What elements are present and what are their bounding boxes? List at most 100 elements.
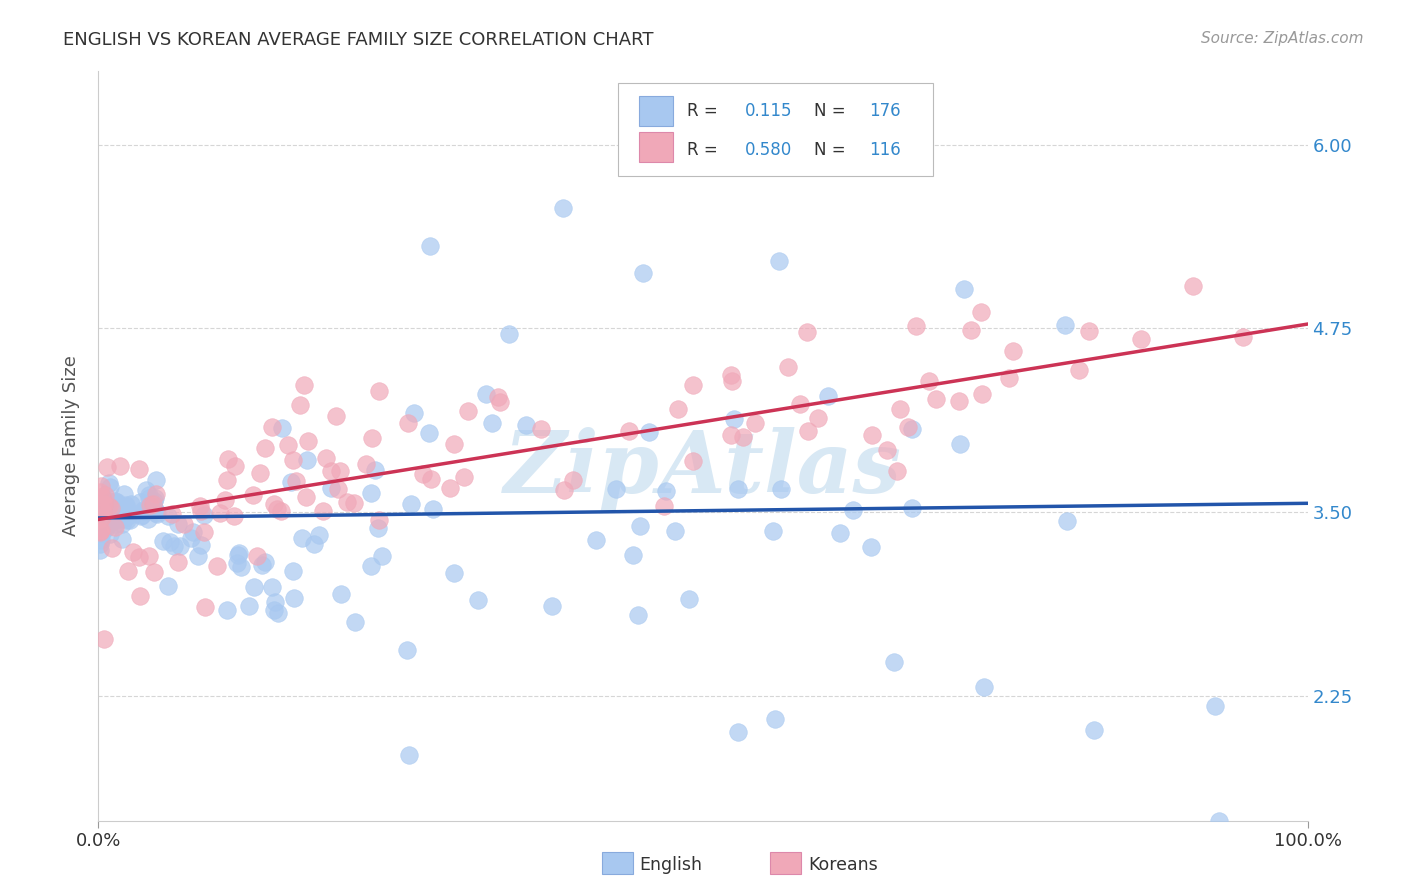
- Point: [89, 509, 111, 524]
- Point: [159, 535, 181, 549]
- Point: [136, 512, 159, 526]
- Point: [89, 501, 111, 516]
- Point: [889, 401, 911, 416]
- Point: [270, 504, 292, 518]
- Point: [107, 511, 129, 525]
- Point: [183, 524, 205, 539]
- Point: [292, 378, 315, 392]
- Point: [1053, 318, 1076, 333]
- Point: [281, 564, 304, 578]
- Point: [498, 326, 520, 341]
- Point: [111, 517, 134, 532]
- Point: [807, 411, 830, 425]
- Point: [562, 473, 585, 487]
- Point: [111, 508, 134, 523]
- Point: [605, 483, 627, 497]
- Point: [325, 409, 347, 424]
- Point: [93, 632, 115, 647]
- Point: [90, 498, 112, 512]
- Point: [98, 475, 121, 490]
- Point: [169, 539, 191, 553]
- Point: [145, 507, 167, 521]
- Point: [89, 508, 111, 523]
- Point: [308, 527, 330, 541]
- Point: [94, 506, 117, 520]
- Point: [111, 532, 134, 546]
- Point: [1001, 343, 1024, 358]
- Point: [103, 494, 125, 508]
- Point: [91, 525, 114, 540]
- Point: [727, 482, 749, 496]
- Point: [190, 504, 212, 518]
- Point: [89, 518, 111, 533]
- Point: [193, 524, 215, 539]
- Point: [628, 519, 651, 533]
- Point: [228, 546, 250, 560]
- Point: [110, 512, 132, 526]
- Point: [329, 587, 352, 601]
- Point: [291, 531, 314, 545]
- Text: Source: ZipAtlas.com: Source: ZipAtlas.com: [1201, 31, 1364, 46]
- Text: R =: R =: [688, 102, 723, 120]
- Point: [98, 496, 121, 510]
- Point: [249, 467, 271, 481]
- Point: [104, 508, 127, 523]
- Point: [271, 421, 294, 435]
- Point: [1083, 723, 1105, 738]
- Point: [328, 482, 350, 496]
- Point: [89, 516, 111, 530]
- Point: [368, 384, 391, 399]
- Point: [312, 504, 335, 518]
- Point: [190, 538, 212, 552]
- Point: [486, 390, 509, 404]
- Point: [115, 513, 138, 527]
- Point: [329, 464, 352, 478]
- Point: [105, 495, 128, 509]
- Point: [720, 427, 742, 442]
- Point: [217, 452, 239, 467]
- Point: [101, 515, 124, 529]
- Text: English: English: [640, 856, 703, 874]
- Text: ZipAtlas: ZipAtlas: [503, 426, 903, 510]
- Point: [627, 607, 650, 622]
- Point: [900, 422, 922, 436]
- Point: [709, 150, 731, 164]
- Point: [145, 473, 167, 487]
- Point: [89, 524, 111, 538]
- Point: [101, 497, 124, 511]
- Point: [253, 555, 276, 569]
- Point: [98, 526, 121, 541]
- Point: [302, 537, 325, 551]
- Point: [115, 500, 138, 514]
- Point: [420, 472, 443, 486]
- Point: [89, 484, 111, 499]
- Point: [145, 487, 167, 501]
- Point: [160, 507, 183, 521]
- Point: [488, 395, 510, 409]
- Point: [90, 504, 112, 518]
- Point: [114, 501, 136, 516]
- Y-axis label: Average Family Size: Average Family Size: [62, 356, 80, 536]
- Point: [229, 560, 252, 574]
- Point: [541, 599, 564, 614]
- Text: 116: 116: [869, 141, 900, 159]
- Point: [152, 533, 174, 548]
- Point: [91, 495, 114, 509]
- Point: [89, 509, 111, 524]
- Point: [368, 513, 391, 527]
- Point: [131, 508, 153, 523]
- Point: [142, 501, 165, 516]
- Point: [419, 238, 441, 252]
- Point: [949, 437, 972, 451]
- Point: [733, 430, 755, 444]
- Point: [193, 508, 215, 522]
- Point: [336, 495, 359, 509]
- Point: [617, 424, 640, 438]
- Point: [290, 399, 312, 413]
- Point: [145, 504, 167, 518]
- Point: [89, 498, 111, 512]
- Point: [1204, 698, 1226, 713]
- Text: N =: N =: [814, 141, 851, 159]
- Point: [1181, 279, 1204, 293]
- Point: [948, 393, 970, 408]
